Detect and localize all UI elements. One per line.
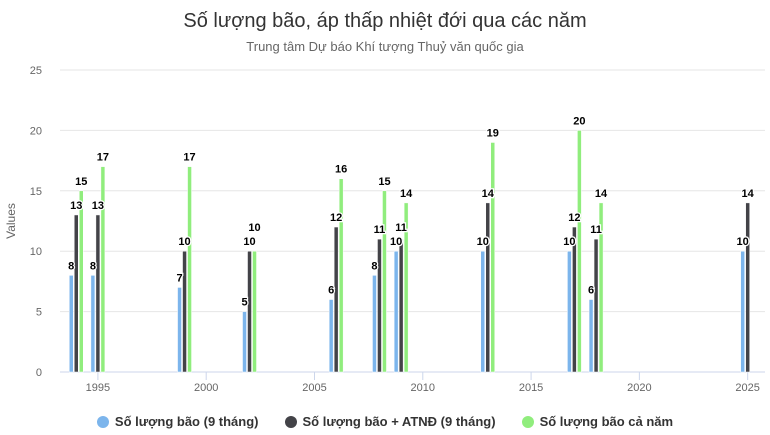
bar xyxy=(393,250,399,373)
legend-label: Số lượng bão cả năm xyxy=(539,414,674,429)
bar xyxy=(177,287,182,373)
legend-label: Số lượng bão + ATNĐ (9 tháng) xyxy=(302,414,496,429)
bar xyxy=(398,238,404,373)
data-label: 13 xyxy=(92,200,104,212)
legend: Số lượng bão (9 tháng) Số lượng bão + ATN… xyxy=(0,414,770,429)
bar xyxy=(490,142,496,373)
data-label: 17 xyxy=(97,152,109,164)
legend-item[interactable]: Số lượng bão + ATNĐ (9 tháng) xyxy=(284,414,496,429)
bar xyxy=(372,275,377,373)
y-tick-label: 5 xyxy=(36,307,42,319)
data-label: 14 xyxy=(482,188,495,200)
data-label: 14 xyxy=(595,188,608,200)
data-label: 15 xyxy=(378,176,390,188)
y-axis-label: Values xyxy=(4,203,18,239)
data-label: 10 xyxy=(737,236,749,248)
bar xyxy=(252,250,257,373)
data-label: 14 xyxy=(400,188,413,200)
bar xyxy=(68,275,74,373)
data-label: 10 xyxy=(390,236,402,248)
bar xyxy=(73,214,79,373)
bar xyxy=(90,275,96,373)
y-tick-label: 15 xyxy=(30,186,42,198)
data-label: 8 xyxy=(68,260,74,272)
bar xyxy=(338,178,344,373)
data-label: 15 xyxy=(75,176,87,188)
bar xyxy=(567,250,572,373)
data-label: 5 xyxy=(241,297,247,309)
legend-marker-icon xyxy=(96,415,109,428)
x-tick-label: 1995 xyxy=(86,382,110,394)
x-tick-label: 2025 xyxy=(735,382,759,394)
data-label: 13 xyxy=(70,200,82,212)
x-tick-label: 2000 xyxy=(194,382,218,394)
data-label: 8 xyxy=(371,260,377,272)
bar xyxy=(745,202,750,373)
x-tick-label: 2020 xyxy=(627,382,651,394)
data-label: 11 xyxy=(374,224,386,236)
bar xyxy=(403,202,409,373)
bar xyxy=(377,238,382,373)
data-label: 16 xyxy=(335,164,347,176)
bar xyxy=(588,299,594,373)
bar xyxy=(187,166,192,373)
bar xyxy=(78,190,84,373)
data-label: 8 xyxy=(90,260,96,272)
data-label: 10 xyxy=(563,236,575,248)
data-label: 20 xyxy=(573,115,585,127)
data-label: 17 xyxy=(183,152,195,164)
bar xyxy=(593,238,599,373)
data-label: 10 xyxy=(248,222,260,234)
x-tick-label: 2015 xyxy=(519,382,543,394)
x-tick-label: 2010 xyxy=(411,382,435,394)
data-label: 12 xyxy=(568,212,580,224)
bar xyxy=(247,250,252,373)
data-label: 11 xyxy=(395,222,407,234)
y-tick-label: 0 xyxy=(36,367,42,379)
legend-marker-icon xyxy=(521,415,534,428)
bar xyxy=(740,250,745,373)
bar xyxy=(333,226,339,373)
bar xyxy=(598,202,604,373)
chart-subtitle: Trung tâm Dự báo Khí tượng Thuỷ văn quốc… xyxy=(246,39,524,54)
data-label: 7 xyxy=(176,272,182,284)
legend-label: Số lượng bão (9 tháng) xyxy=(114,414,259,429)
bar xyxy=(95,214,101,373)
data-label: 6 xyxy=(328,285,334,297)
chart-title: Số lượng bão, áp thấp nhiệt đới qua các … xyxy=(183,10,587,32)
data-label: 14 xyxy=(742,188,755,200)
bar xyxy=(100,166,106,373)
legend-item[interactable]: Số lượng bão cả năm xyxy=(521,414,674,429)
data-label: 10 xyxy=(477,236,489,248)
y-tick-label: 20 xyxy=(30,125,42,137)
data-label: 12 xyxy=(330,212,342,224)
bar xyxy=(182,250,187,373)
data-label: 11 xyxy=(590,224,602,236)
bar xyxy=(382,190,387,373)
bar xyxy=(480,250,486,373)
legend-marker-icon xyxy=(284,415,297,428)
bar xyxy=(572,226,577,373)
y-tick-label: 25 xyxy=(30,65,42,77)
bar xyxy=(485,202,491,373)
bar xyxy=(577,130,582,373)
data-label: 10 xyxy=(178,236,190,248)
y-tick-label: 10 xyxy=(30,246,42,258)
data-label: 19 xyxy=(487,127,499,139)
legend-item[interactable]: Số lượng bão (9 tháng) xyxy=(96,414,259,429)
data-label: 10 xyxy=(243,236,255,248)
data-label: 6 xyxy=(588,285,594,297)
bar xyxy=(328,299,334,373)
bar xyxy=(242,311,247,373)
x-tick-label: 2005 xyxy=(302,382,326,394)
